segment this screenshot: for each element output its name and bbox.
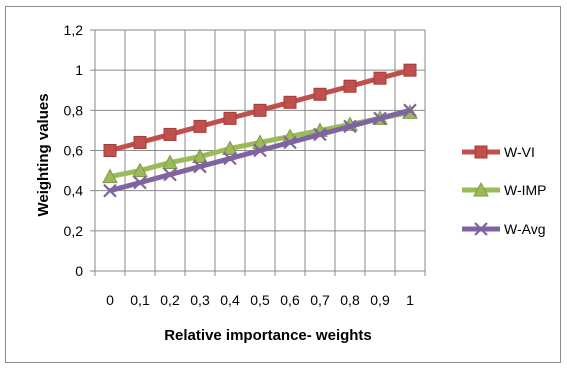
x-tick-label: 0,5 <box>250 292 270 308</box>
data-point <box>403 103 417 118</box>
y-tick-label: 1,2 <box>64 22 84 38</box>
y-tick-label: 1 <box>75 62 83 78</box>
legend-label: W-Avg <box>504 221 546 237</box>
data-point <box>223 151 237 166</box>
data-point <box>132 162 148 178</box>
x-tick-label: 0,7 <box>310 292 330 308</box>
data-point <box>283 95 297 109</box>
legend: W-VI W-IMP W-Avg <box>462 144 547 237</box>
legend-item: W-Avg <box>462 221 546 237</box>
legend-label: W-IMP <box>504 182 547 198</box>
series-layer <box>102 63 418 198</box>
data-point <box>192 148 208 164</box>
data-point <box>133 175 147 190</box>
y-tick-label: 0,2 <box>64 223 84 239</box>
data-point <box>162 154 178 170</box>
data-point <box>133 135 147 149</box>
data-point <box>222 140 238 155</box>
data-point <box>193 119 207 133</box>
data-point <box>193 159 207 174</box>
data-point <box>253 103 267 117</box>
y-tick-label: 0,4 <box>64 183 84 199</box>
x-tick-label: 0,8 <box>340 292 360 308</box>
data-point <box>373 71 387 85</box>
x-tick-label: 0,9 <box>370 292 390 308</box>
data-point <box>253 143 267 158</box>
x-axis-title: Relative importance- weights <box>164 327 372 344</box>
legend-label: W-VI <box>504 144 535 160</box>
data-point <box>223 111 237 125</box>
legend-marker <box>474 222 488 236</box>
x-tick-label: 0,6 <box>280 292 300 308</box>
data-point <box>343 79 357 93</box>
grid-layer <box>94 29 426 272</box>
legend-item: W-VI <box>462 144 535 160</box>
x-tick-label: 0,1 <box>130 292 150 308</box>
data-point <box>343 119 357 134</box>
legend-marker <box>473 181 489 197</box>
data-point <box>313 87 327 101</box>
y-tick-label: 0 <box>75 263 83 279</box>
data-point <box>373 111 387 126</box>
data-point <box>102 168 118 184</box>
data-point <box>403 63 417 77</box>
legend-item: W-IMP <box>462 181 547 198</box>
axis-layer: 0 0,2 0,4 0,6 0,8 1 1,2 0 0,1 0,2 0,3 0,4 0,5 0,6 0,7 0… <box>64 22 426 308</box>
y-tick-label: 0,6 <box>64 143 84 159</box>
y-tick-label: 0,8 <box>64 102 84 118</box>
data-point <box>103 183 117 198</box>
data-point <box>283 135 297 150</box>
data-point <box>313 127 327 142</box>
x-tick-label: 0,3 <box>190 292 210 308</box>
series-w-avg <box>103 103 417 198</box>
data-point <box>163 167 177 182</box>
y-axis-title: Weighting values <box>35 93 52 216</box>
series-w-vi <box>103 63 417 157</box>
legend-marker <box>474 145 488 159</box>
x-tick-label: 0,4 <box>220 292 240 308</box>
x-tick-label: 1 <box>406 292 414 308</box>
data-point <box>103 144 117 157</box>
data-point <box>163 127 177 141</box>
x-tick-label: 0,2 <box>160 292 180 308</box>
x-tick-label: 0 <box>106 292 114 308</box>
